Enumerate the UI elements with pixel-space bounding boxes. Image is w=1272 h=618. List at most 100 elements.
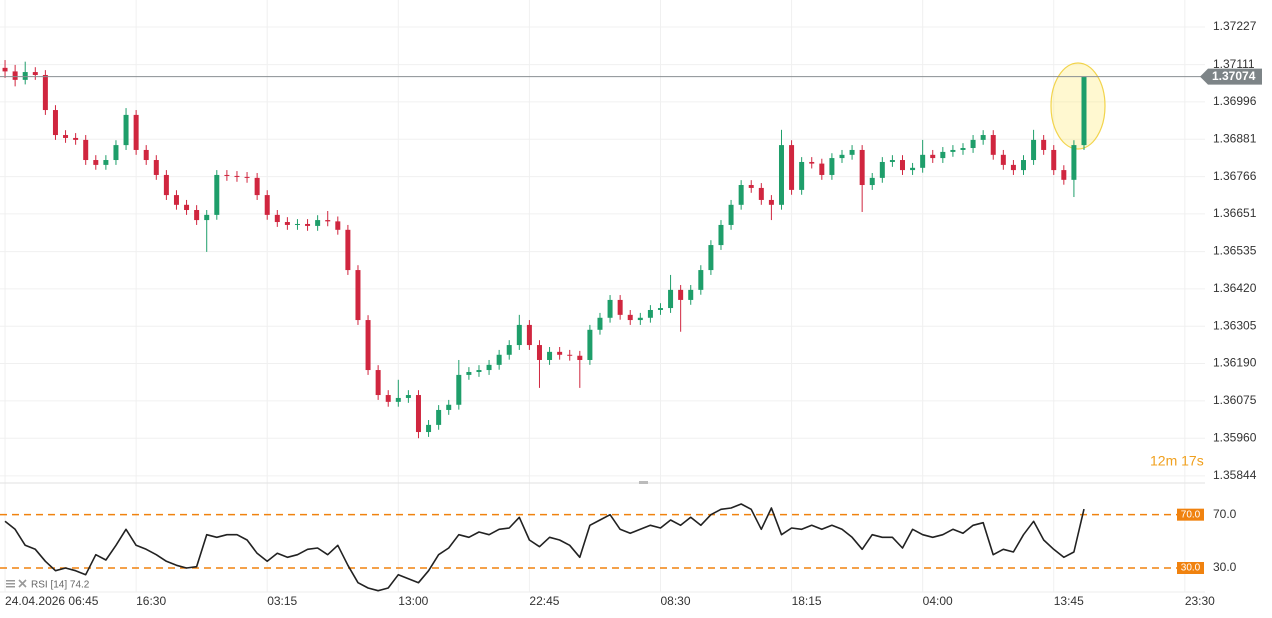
rsi-line xyxy=(4,503,1085,592)
y-tick-label: 1.36535 xyxy=(1213,244,1257,258)
candle-body xyxy=(173,195,179,205)
candle-body xyxy=(113,145,119,161)
candle-body xyxy=(607,299,613,318)
candle-body xyxy=(980,135,986,140)
candle-body xyxy=(587,329,593,360)
candle-body xyxy=(335,221,341,230)
candle-body xyxy=(557,351,563,355)
candle-body xyxy=(244,176,250,178)
candle-body xyxy=(970,139,976,149)
candle-body xyxy=(1061,170,1067,180)
candle-body xyxy=(799,161,805,190)
candle-body xyxy=(234,175,240,177)
candle-body xyxy=(426,424,432,433)
candle-body xyxy=(1081,76,1087,146)
candle-body xyxy=(536,345,542,360)
candle-body xyxy=(103,160,109,165)
candle-body xyxy=(910,167,916,171)
candle-body xyxy=(1010,164,1016,171)
candle-body xyxy=(446,404,452,410)
candle-body xyxy=(1051,149,1057,171)
candle-body xyxy=(476,370,482,372)
candle-body xyxy=(355,270,361,321)
candle-body xyxy=(819,163,825,175)
candle-body xyxy=(789,145,795,190)
rsi-level-box xyxy=(1177,562,1204,574)
candle-body xyxy=(879,161,885,178)
candle-body xyxy=(567,354,573,356)
candle-body xyxy=(1000,154,1006,165)
grid xyxy=(0,0,1205,592)
candle-body xyxy=(405,395,411,398)
candle-body xyxy=(456,374,462,405)
highlight xyxy=(1050,62,1106,150)
candle-body xyxy=(395,397,401,402)
y-tick-label: 1.35844 xyxy=(1213,468,1257,482)
candle-body xyxy=(708,245,714,271)
candle-body xyxy=(42,74,48,111)
candle-body xyxy=(345,229,351,271)
candle-body xyxy=(284,222,290,225)
candle-body xyxy=(668,289,674,309)
candle-body xyxy=(93,160,99,165)
candle-body xyxy=(637,317,643,321)
candle-body xyxy=(768,199,774,205)
candle-body xyxy=(748,185,754,188)
x-tick-label: 23:30 xyxy=(1185,594,1215,608)
candle-body xyxy=(133,114,139,150)
candle-body xyxy=(547,351,553,360)
candle-body xyxy=(869,177,875,186)
y-tick-label: 1.37111 xyxy=(1213,57,1255,71)
candle-body xyxy=(294,223,300,225)
candle-body xyxy=(728,204,734,225)
candle-body xyxy=(960,148,966,150)
rsi-level-box xyxy=(1177,508,1204,521)
candle-body xyxy=(466,371,472,375)
candle-body xyxy=(325,220,331,222)
candle-body xyxy=(506,345,512,355)
last-price-label: 1.37074 xyxy=(1212,69,1256,83)
candle-body xyxy=(153,160,159,175)
x-tick-label: 24.04.2026 06:45 xyxy=(5,594,99,608)
candle-body xyxy=(163,174,169,196)
pane-handle[interactable] xyxy=(639,481,648,484)
candle-body xyxy=(12,71,18,80)
candle-body xyxy=(486,364,492,371)
candle-body xyxy=(688,289,694,300)
candle-body xyxy=(778,145,784,205)
candle-body xyxy=(859,149,865,186)
candle-body xyxy=(123,114,129,146)
y-tick-label: 1.36190 xyxy=(1213,356,1257,370)
x-tick-label: 13:00 xyxy=(398,594,428,608)
candle-body xyxy=(415,395,421,433)
candle-body xyxy=(990,135,996,155)
countdown: 12m 17s xyxy=(1150,453,1204,469)
candle-body xyxy=(809,161,815,164)
candle-body xyxy=(254,177,260,196)
candle-body xyxy=(436,409,442,425)
candle-body xyxy=(305,223,311,226)
candle-body xyxy=(657,308,663,310)
rsi-legend-icons xyxy=(6,579,27,588)
candle-body xyxy=(224,174,230,176)
candle-body xyxy=(1020,160,1026,171)
candle-body xyxy=(184,204,190,211)
candle-body xyxy=(1071,145,1077,180)
candle-body xyxy=(920,154,926,168)
candle-body xyxy=(627,314,633,321)
candle-body xyxy=(143,149,149,161)
y-tick-label: 1.36766 xyxy=(1213,169,1257,183)
candle-body xyxy=(52,110,58,136)
candle-body xyxy=(718,224,724,246)
candle-body xyxy=(839,154,845,159)
candle-body xyxy=(1041,139,1047,150)
candle-body xyxy=(214,174,220,215)
candle-body xyxy=(950,149,956,152)
candle-body xyxy=(738,185,744,205)
y-tick-label: 1.36996 xyxy=(1213,94,1257,108)
candle-body xyxy=(83,139,89,161)
rsi-level-label: 30.0 xyxy=(1181,563,1201,574)
candle-body xyxy=(698,270,704,290)
candle-body xyxy=(385,395,391,402)
y-tick-label: 1.36881 xyxy=(1213,131,1257,145)
